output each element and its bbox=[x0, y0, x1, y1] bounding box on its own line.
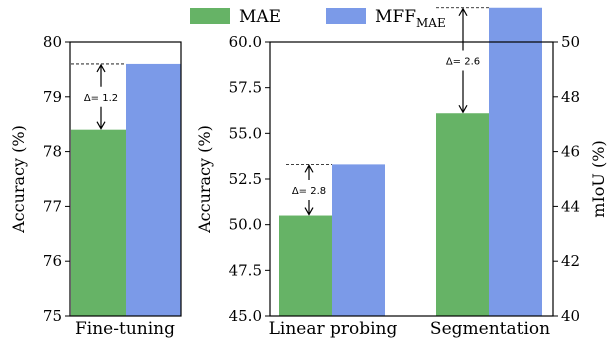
secondary-axis-tick-label: 46 bbox=[561, 143, 580, 161]
legend-label-mae: MAE bbox=[239, 7, 281, 27]
left-category-label: Fine-tuning bbox=[75, 319, 175, 339]
right-y-axis-title: Accuracy (%) bbox=[195, 125, 214, 234]
right-axis-tick-label: 60.0 bbox=[229, 33, 262, 51]
bar-mae-finetuning bbox=[71, 129, 126, 316]
bar-mae-segmentation bbox=[436, 113, 489, 317]
left-axis-tick-label: 78 bbox=[43, 143, 62, 161]
legend-swatch-mae bbox=[190, 8, 230, 24]
segmentation-delta-label: Δ= 2.6 bbox=[446, 56, 480, 67]
secondary-axis-tick-label: 40 bbox=[561, 307, 580, 325]
legend-label-mff-sub: MAE bbox=[416, 16, 446, 30]
legend-label-mff: MFFMAE bbox=[375, 7, 446, 30]
left-axis-tick-label: 75 bbox=[43, 307, 62, 325]
secondary-axis-tick-label: 48 bbox=[561, 88, 580, 106]
linear-probing-delta-arrow-up bbox=[304, 164, 314, 180]
bar-mae-linear-probing bbox=[279, 215, 332, 316]
segmentation-delta-arrow-down bbox=[458, 70, 468, 114]
finetuning-delta-label: Δ= 1.2 bbox=[84, 93, 118, 104]
left-plot-frame bbox=[69, 41, 182, 317]
segmentation-delta-arrow-up bbox=[458, 7, 468, 51]
right-axis-tick-label: 57.5 bbox=[229, 79, 262, 97]
linear-seg-panel: Δ= 2.8 Δ= 2.6 45.0 47.5 50.0 52.5 55.0 57.5 60.… bbox=[195, 7, 608, 339]
legend: MAE MFFMAE bbox=[190, 7, 446, 30]
secondary-axis-tick-label: 44 bbox=[561, 197, 580, 215]
right-axis-tick-label: 47.5 bbox=[229, 261, 262, 279]
finetuning-delta-arrow-up bbox=[96, 63, 106, 87]
right-category-label-2: Segmentation bbox=[430, 319, 550, 339]
secondary-axis-tick-label: 50 bbox=[561, 33, 580, 51]
left-axis-tick-label: 79 bbox=[43, 88, 62, 106]
bar-mff-finetuning bbox=[126, 63, 181, 316]
finetuning-delta-arrow-down bbox=[96, 106, 106, 130]
right-secondary-y-axis-title: mIoU (%) bbox=[589, 140, 608, 217]
secondary-axis-tick-label: 42 bbox=[561, 252, 580, 270]
legend-label-mff-main: MFF bbox=[375, 7, 416, 27]
left-y-axis-title: Accuracy (%) bbox=[9, 125, 28, 234]
linear-probing-delta-arrow-down bbox=[304, 199, 314, 216]
legend-swatch-mff bbox=[326, 8, 366, 24]
linear-probing-delta-label: Δ= 2.8 bbox=[292, 186, 326, 197]
right-axis-tick-label: 45.0 bbox=[229, 307, 262, 325]
left-axis-tick-label: 76 bbox=[43, 252, 62, 270]
left-axis-tick-label: 80 bbox=[43, 33, 62, 51]
bar-mff-linear-probing bbox=[332, 164, 385, 316]
finetuning-panel: Δ= 1.2 75 76 77 78 79 80 Fine-tuning Accuracy… bbox=[9, 33, 182, 339]
right-category-label-1: Linear probing bbox=[269, 319, 398, 339]
right-axis-tick-label: 52.5 bbox=[229, 170, 262, 188]
right-axis-tick-label: 50.0 bbox=[229, 216, 262, 234]
right-axis-tick-label: 55.0 bbox=[229, 124, 262, 142]
left-axis-tick-label: 77 bbox=[43, 197, 62, 215]
bar-mff-segmentation bbox=[489, 7, 542, 316]
